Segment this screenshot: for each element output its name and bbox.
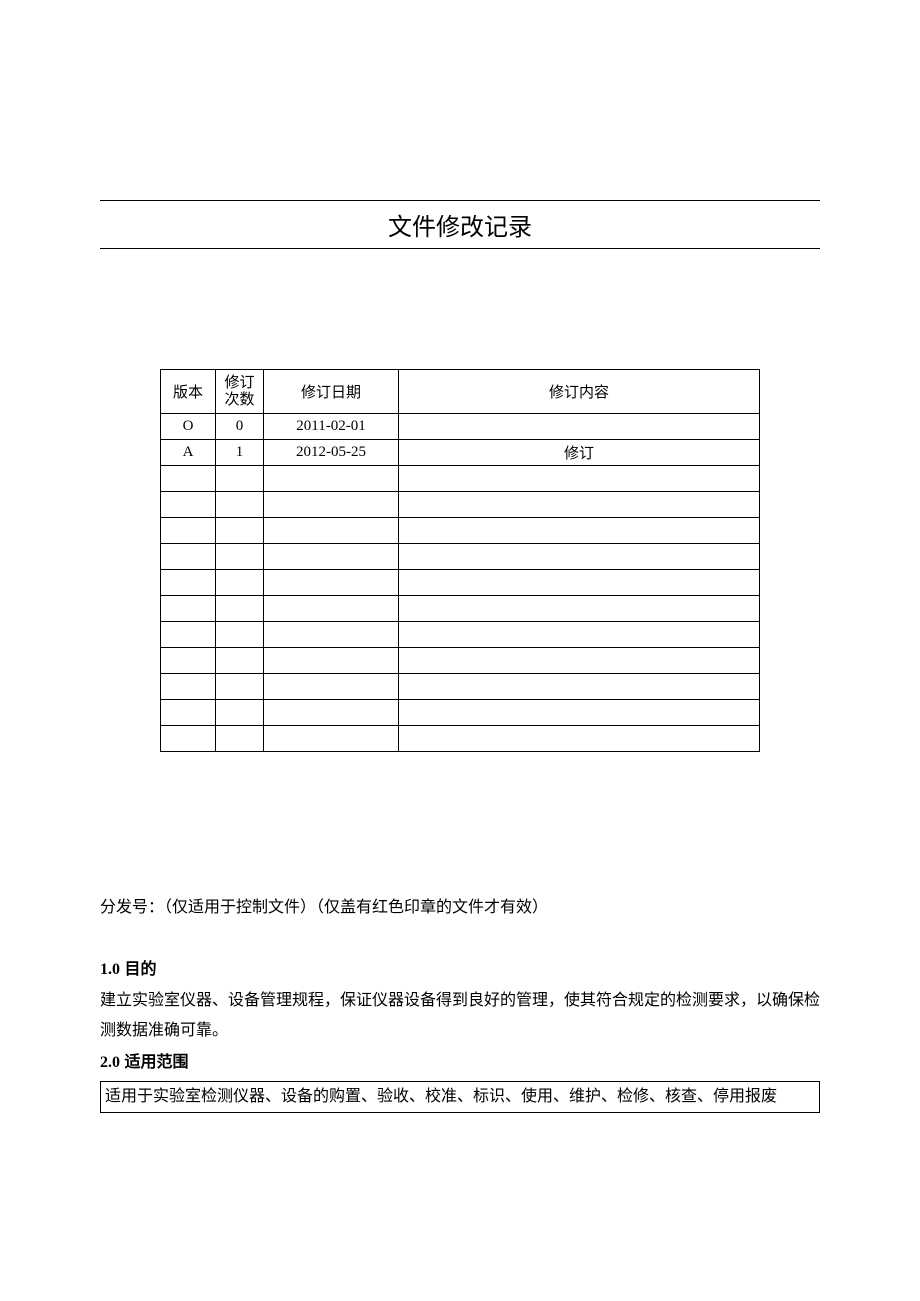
table-row: A 1 2012-05-25 修订 bbox=[161, 440, 760, 466]
cell-content bbox=[399, 466, 760, 492]
cell-content bbox=[399, 492, 760, 518]
cell-date bbox=[264, 622, 399, 648]
cell-version bbox=[161, 726, 216, 752]
cell-revnum bbox=[216, 674, 264, 700]
cell-version bbox=[161, 492, 216, 518]
cell-revnum bbox=[216, 700, 264, 726]
title-section: 文件修改记录 bbox=[100, 200, 820, 249]
table-row bbox=[161, 466, 760, 492]
cell-content bbox=[399, 414, 760, 440]
cell-revnum bbox=[216, 648, 264, 674]
section-purpose: 1.0 目的 bbox=[100, 954, 820, 986]
cell-version bbox=[161, 466, 216, 492]
cell-content bbox=[399, 622, 760, 648]
cell-date bbox=[264, 518, 399, 544]
cell-date bbox=[264, 544, 399, 570]
cell-version: O bbox=[161, 414, 216, 440]
table-row bbox=[161, 674, 760, 700]
cell-revnum bbox=[216, 492, 264, 518]
cell-date bbox=[264, 726, 399, 752]
table-row: O 0 2011-02-01 bbox=[161, 414, 760, 440]
cell-date bbox=[264, 466, 399, 492]
cell-date bbox=[264, 570, 399, 596]
cell-date bbox=[264, 596, 399, 622]
divider-bottom bbox=[100, 248, 820, 249]
cell-date bbox=[264, 648, 399, 674]
section-scope: 2.0 适用范围 bbox=[100, 1047, 820, 1079]
table-row bbox=[161, 622, 760, 648]
cell-version bbox=[161, 570, 216, 596]
table-row bbox=[161, 492, 760, 518]
table-row bbox=[161, 544, 760, 570]
header-content: 修订内容 bbox=[399, 370, 760, 414]
cell-date bbox=[264, 492, 399, 518]
cell-revnum bbox=[216, 596, 264, 622]
cell-revnum: 1 bbox=[216, 440, 264, 466]
cell-version bbox=[161, 648, 216, 674]
table-row bbox=[161, 648, 760, 674]
cell-revnum bbox=[216, 518, 264, 544]
cell-content bbox=[399, 726, 760, 752]
cell-date: 2011-02-01 bbox=[264, 414, 399, 440]
table-row bbox=[161, 596, 760, 622]
section-number: 2.0 bbox=[100, 1054, 120, 1071]
body-text: 分发号：（仅适用于控制文件）（仅盖有红色印章的文件才有效） 1.0 目的 建立实… bbox=[100, 892, 820, 1113]
document-title: 文件修改记录 bbox=[100, 201, 820, 248]
cell-version bbox=[161, 622, 216, 648]
page-content: 文件修改记录 版本 修订 次数 修订日期 修订内容 O 0 2011-02-01… bbox=[0, 0, 920, 1113]
table-body: O 0 2011-02-01 A 1 2012-05-25 修订 bbox=[161, 414, 760, 752]
cell-content bbox=[399, 648, 760, 674]
cell-date bbox=[264, 700, 399, 726]
purpose-text: 建立实验室仪器、设备管理规程，保证仪器设备得到良好的管理，使其符合规定的检测要求… bbox=[100, 986, 820, 1047]
header-revnum: 修订 次数 bbox=[216, 370, 264, 414]
section-heading: 适用范围 bbox=[120, 1054, 188, 1071]
cell-revnum bbox=[216, 570, 264, 596]
scope-text: 适用于实验室检测仪器、设备的购置、验收、校准、标识、使用、维护、检修、核查、停用… bbox=[100, 1081, 820, 1113]
cell-date bbox=[264, 674, 399, 700]
table-row bbox=[161, 700, 760, 726]
cell-revnum bbox=[216, 726, 264, 752]
section-heading: 目的 bbox=[120, 961, 156, 978]
cell-content bbox=[399, 596, 760, 622]
table-row bbox=[161, 518, 760, 544]
table-row bbox=[161, 570, 760, 596]
revision-table: 版本 修订 次数 修订日期 修订内容 O 0 2011-02-01 A 1 20… bbox=[160, 369, 760, 752]
cell-content bbox=[399, 544, 760, 570]
cell-version bbox=[161, 518, 216, 544]
cell-content bbox=[399, 518, 760, 544]
header-date: 修订日期 bbox=[264, 370, 399, 414]
table-header-row: 版本 修订 次数 修订日期 修订内容 bbox=[161, 370, 760, 414]
cell-version bbox=[161, 544, 216, 570]
cell-content bbox=[399, 674, 760, 700]
cell-content bbox=[399, 570, 760, 596]
distribution-note: 分发号：（仅适用于控制文件）（仅盖有红色印章的文件才有效） bbox=[100, 892, 820, 924]
cell-revnum bbox=[216, 544, 264, 570]
cell-version bbox=[161, 700, 216, 726]
cell-version: A bbox=[161, 440, 216, 466]
cell-version bbox=[161, 674, 216, 700]
cell-revnum bbox=[216, 466, 264, 492]
header-version: 版本 bbox=[161, 370, 216, 414]
table-row bbox=[161, 726, 760, 752]
cell-content: 修订 bbox=[399, 440, 760, 466]
cell-revnum: 0 bbox=[216, 414, 264, 440]
section-number: 1.0 bbox=[100, 961, 120, 978]
cell-version bbox=[161, 596, 216, 622]
cell-date: 2012-05-25 bbox=[264, 440, 399, 466]
cell-content bbox=[399, 700, 760, 726]
cell-revnum bbox=[216, 622, 264, 648]
